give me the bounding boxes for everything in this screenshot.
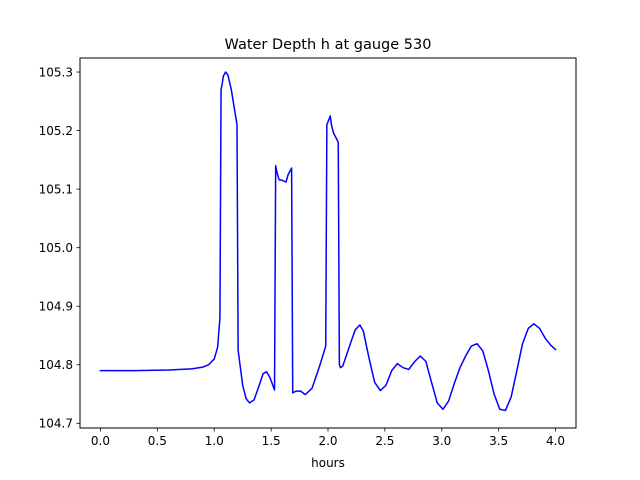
x-tick-label: 3.5 <box>489 434 508 448</box>
y-tick-label: 105.0 <box>39 241 73 255</box>
y-axis: 104.7 104.8 104.9 105.0 105.1 105.2 105.3 <box>39 65 80 431</box>
y-tick-label: 104.9 <box>39 300 73 314</box>
plot-frame <box>79 57 577 429</box>
x-tick-label: 1.0 <box>205 434 224 448</box>
x-tick-label: 2.5 <box>375 434 394 448</box>
x-axis-label: hours <box>311 456 345 470</box>
x-tick-label: 3.0 <box>432 434 451 448</box>
x-tick-label: 2.0 <box>318 434 337 448</box>
chart-title: Water Depth h at gauge 530 <box>225 37 432 53</box>
x-tick-label: 0.5 <box>148 434 167 448</box>
plot-area <box>99 71 557 412</box>
y-tick-label: 105.2 <box>39 124 73 138</box>
x-tick-label: 0.0 <box>91 434 110 448</box>
series-line-0 <box>99 71 557 412</box>
x-axis: 0.0 0.5 1.0 1.5 2.0 2.5 3.0 3.5 4.0 <box>91 428 565 448</box>
y-tick-label: 105.1 <box>39 182 73 196</box>
x-tick-label: 4.0 <box>546 434 565 448</box>
y-tick-label: 104.8 <box>39 358 73 372</box>
y-tick-label: 104.7 <box>39 417 73 431</box>
x-tick-label: 1.5 <box>262 434 281 448</box>
y-tick-label: 105.3 <box>39 65 73 79</box>
